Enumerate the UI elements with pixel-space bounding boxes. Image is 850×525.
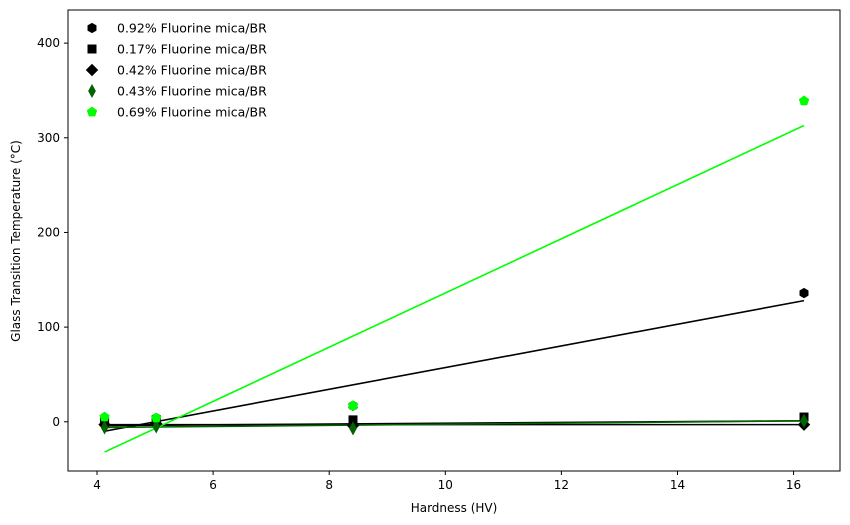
y-tick-label: 0: [52, 415, 60, 429]
fit-line-4: [104, 420, 805, 429]
data-point-s5-4: [798, 95, 810, 106]
data-point-s4-4: [800, 413, 808, 428]
y-tick-label: 200: [37, 225, 60, 239]
legend-label-3: 0.42% Fluorine mica/BR: [117, 63, 267, 78]
y-tick-label: 400: [37, 36, 60, 50]
legend: 0.92% Fluorine mica/BR 0.17% Fluorine mic…: [85, 21, 267, 120]
x-tick-label: 6: [209, 478, 217, 492]
legend-marker-3: [85, 63, 99, 77]
data-point-s1-4: [799, 287, 809, 299]
data-point-s4-3: [349, 421, 357, 436]
x-axis-ticks: 4 6 8 10 12 14 16: [93, 471, 801, 492]
y-axis-ticks: 0 100 200 300 400: [37, 36, 68, 429]
y-tick-label: 300: [37, 131, 60, 145]
x-tick-label: 8: [325, 478, 333, 492]
x-tick-label: 16: [786, 478, 801, 492]
data-markers: [98, 95, 811, 436]
legend-marker-4: [88, 83, 96, 99]
fit-line-1: [104, 299, 805, 433]
fit-lines: [104, 124, 805, 453]
data-point-s5-2: [151, 412, 162, 423]
legend-marker-2: [87, 44, 97, 54]
fit-line-5: [104, 124, 805, 453]
data-point-s4-1: [100, 420, 109, 435]
data-point-s4-2: [152, 419, 161, 434]
x-tick-label: 12: [554, 478, 569, 492]
x-tick-label: 4: [93, 478, 101, 492]
legend-label-4: 0.43% Fluorine mica/BR: [117, 84, 267, 99]
plot-area: [68, 10, 840, 471]
data-point-s5-1: [99, 411, 110, 422]
legend-marker-5: [86, 106, 98, 117]
y-tick-label: 100: [37, 320, 60, 334]
legend-label-5: 0.69% Fluorine mica/BR: [117, 105, 267, 120]
legend-label-2: 0.17% Fluorine mica/BR: [117, 42, 267, 57]
data-point-s5-3: [347, 400, 359, 411]
y-axis-label: Glass Transition Temperature (°C): [9, 140, 23, 342]
legend-marker-1: [87, 22, 97, 34]
x-tick-label: 10: [438, 478, 453, 492]
x-tick-label: 14: [670, 478, 685, 492]
x-axis-label: Hardness (HV): [411, 501, 498, 515]
plot-frame: [67, 9, 841, 472]
legend-label-1: 0.92% Fluorine mica/BR: [117, 21, 267, 36]
